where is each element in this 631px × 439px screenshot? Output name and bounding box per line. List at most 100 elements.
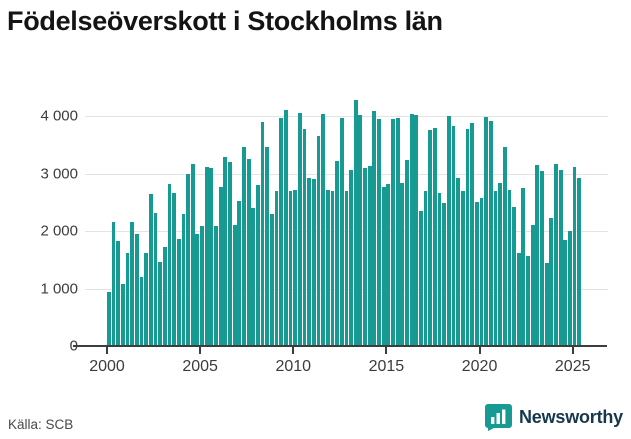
bar: [540, 171, 544, 346]
bar: [451, 126, 456, 346]
x-tick-mark: [385, 347, 388, 354]
bar: [493, 191, 498, 346]
bar-series: [107, 95, 607, 346]
bar: [311, 178, 316, 346]
bar: [428, 130, 433, 346]
bar: [568, 231, 572, 346]
bar: [125, 253, 130, 346]
bar: [507, 189, 512, 346]
bar: [474, 202, 479, 346]
bar: [209, 168, 214, 346]
bar: [307, 178, 312, 346]
bar: [297, 113, 302, 346]
bar: [423, 191, 428, 346]
bar: [372, 111, 377, 346]
bar: [256, 185, 260, 346]
bar: [530, 224, 535, 346]
bar: [144, 253, 149, 346]
bar: [204, 167, 209, 346]
bar: [414, 115, 419, 346]
x-tick-mark: [106, 347, 108, 354]
bar: [526, 256, 530, 346]
bar: [107, 291, 111, 346]
newsworthy-logo-icon: [484, 404, 512, 431]
gridline: [85, 116, 608, 117]
x-tick-label: 2015: [368, 358, 405, 375]
bar: [158, 261, 163, 346]
x-tick-mark: [478, 347, 481, 354]
bar: [465, 128, 470, 346]
x-tick-label: 2000: [89, 358, 125, 375]
bar: [391, 119, 395, 346]
bar: [153, 213, 158, 346]
bar: [498, 182, 502, 346]
bar: [470, 122, 475, 346]
bar: [139, 277, 144, 346]
bar: [432, 127, 437, 346]
source-note: Källa: SCB: [8, 417, 74, 432]
bar: [172, 192, 176, 346]
bar: [228, 162, 232, 346]
bar: [358, 115, 363, 346]
bar: [502, 146, 507, 346]
bar: [521, 187, 526, 346]
x-tick-label: 2005: [182, 358, 218, 375]
newsworthy-logo: Newsworthy: [484, 404, 623, 431]
bar: [349, 169, 353, 346]
bar: [120, 283, 125, 346]
bar: [544, 263, 549, 346]
bar: [293, 190, 298, 346]
bar: [516, 252, 521, 346]
x-tick-mark: [199, 347, 202, 354]
bar: [176, 238, 181, 346]
bar: [130, 222, 135, 346]
bar: [265, 147, 270, 346]
bar: [162, 246, 167, 346]
bar: [535, 164, 540, 346]
y-tick-label: 1 000: [40, 280, 78, 297]
chart-title: Födelseöverskott i Stockholms län: [7, 6, 443, 36]
bar: [442, 202, 447, 346]
bar: [554, 163, 558, 346]
bar: [246, 158, 251, 346]
x-axis-line: [73, 345, 607, 347]
bar: [283, 110, 288, 346]
bar: [181, 213, 186, 346]
y-tick-label: 4 000: [40, 107, 78, 125]
bar: [260, 121, 265, 346]
bar: [405, 159, 409, 346]
bar: [325, 189, 330, 346]
bar: [111, 222, 116, 346]
bar: [381, 187, 386, 346]
bar: [223, 157, 228, 346]
x-tick-label: 2010: [275, 358, 312, 375]
bar: [353, 99, 358, 346]
bar: [409, 113, 414, 346]
bar: [232, 224, 237, 346]
bar: [484, 117, 488, 346]
bar: [367, 166, 372, 346]
bar: [214, 225, 218, 346]
bar: [460, 191, 465, 346]
bar: [200, 226, 204, 346]
bar: [167, 183, 172, 346]
bar: [395, 117, 400, 346]
bar: [363, 167, 367, 346]
bar: [339, 117, 344, 346]
bar: [549, 217, 554, 346]
bar: [116, 240, 121, 346]
bar: [335, 161, 339, 346]
bar: [195, 234, 200, 346]
newsworthy-logo-text: Newsworthy: [518, 407, 623, 427]
bar: [344, 191, 349, 346]
x-tick-label: 2020: [461, 358, 498, 375]
bar: [242, 146, 246, 346]
bar: [563, 239, 568, 346]
y-tick-label: 2 000: [40, 222, 78, 240]
y-tick-label: 3 000: [40, 165, 78, 182]
bar: [274, 191, 279, 346]
bar: [148, 193, 153, 346]
y-tick-label: 0: [8, 338, 78, 355]
bar: [558, 169, 563, 346]
